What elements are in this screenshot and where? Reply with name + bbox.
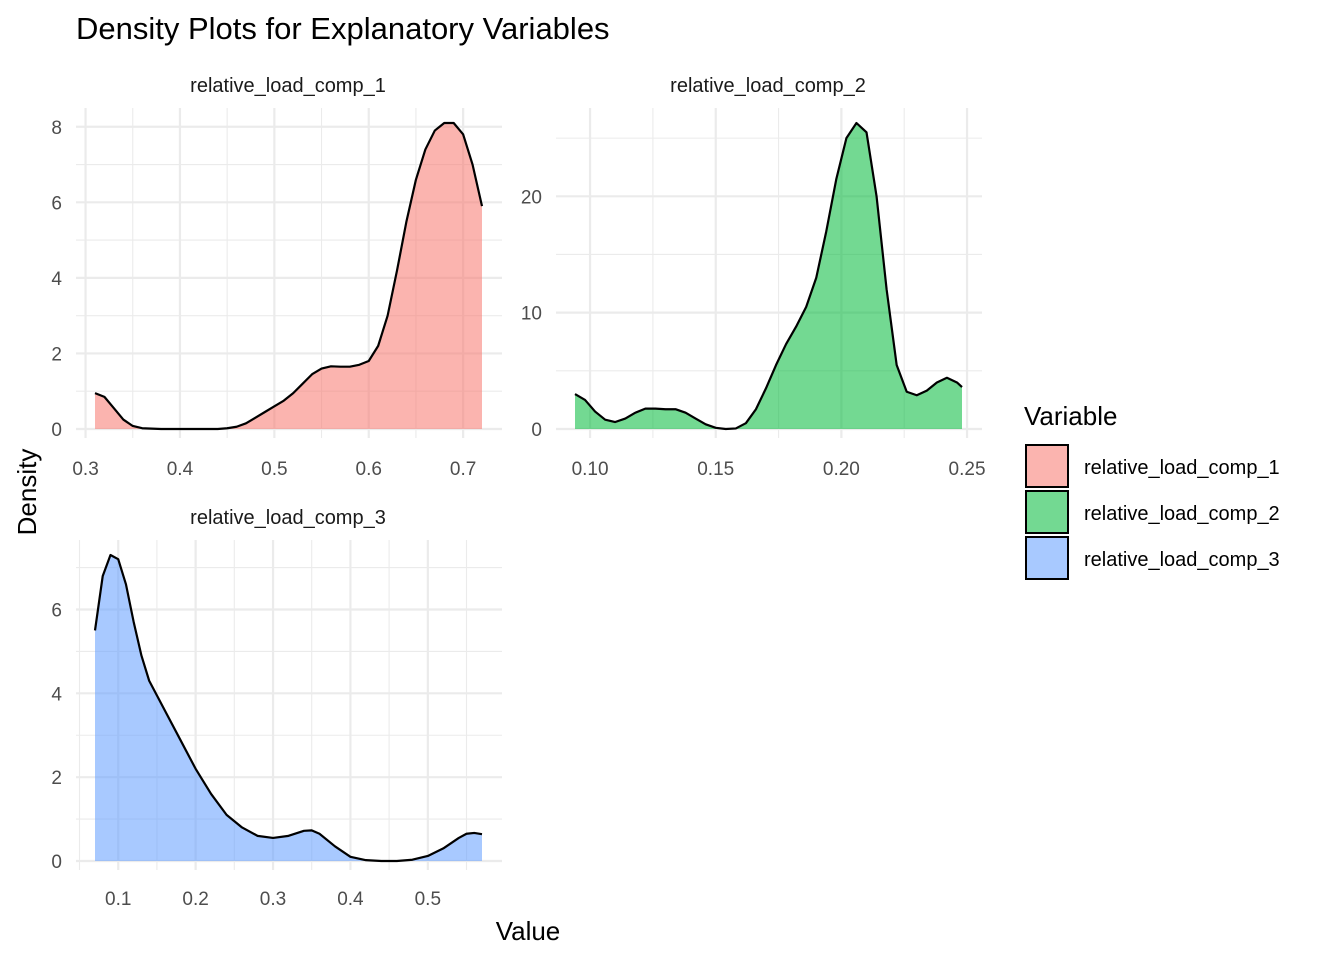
y-tick-label: 0 — [51, 852, 62, 873]
y-tick-label: 4 — [51, 684, 62, 705]
x-tick-label: 0.3 — [72, 459, 98, 480]
x-tick-label: 0.20 — [823, 459, 860, 480]
x-tick-label: 0.7 — [450, 459, 476, 480]
density-area — [95, 555, 482, 861]
x-tick-label: 0.5 — [415, 889, 441, 910]
x-tick-label: 0.3 — [260, 889, 286, 910]
panel-3-strip-label: relative_load_comp_3 — [190, 507, 386, 529]
y-tick-label: 6 — [51, 600, 62, 621]
y-axis-title: Density — [12, 449, 42, 536]
legend-key-relative-load-comp-3 — [1025, 536, 1069, 580]
legend-item: relative_load_comp_1 — [1025, 444, 1280, 488]
legend: Variable relative_load_comp_1 relative_l… — [1024, 401, 1280, 580]
x-tick-label: 0.10 — [572, 459, 609, 480]
density-area — [95, 123, 482, 429]
panel-relative-load-comp-1: relative_load_comp_1 0.3 0.4 0.5 0.6 0.7 0 2 4 6… — [51, 75, 502, 480]
panel-relative-load-comp-3: relative_load_comp_3 0.1 0.2 0.3 0.4 0.5 0 2 4 6 — [51, 507, 502, 910]
legend-key-relative-load-comp-1 — [1025, 444, 1069, 488]
legend-key-relative-load-comp-2 — [1025, 490, 1069, 534]
panel-2-strip-label: relative_load_comp_2 — [670, 75, 866, 97]
legend-item: relative_load_comp_2 — [1025, 490, 1280, 534]
y-tick-label: 2 — [51, 768, 62, 789]
y-tick-label: 6 — [51, 193, 62, 214]
x-tick-label: 0.6 — [356, 459, 382, 480]
y-tick-label: 8 — [51, 118, 62, 139]
chart-title: Density Plots for Explanatory Variables — [76, 11, 610, 46]
x-axis-title: Value — [496, 916, 561, 946]
x-tick-label: 0.1 — [105, 889, 131, 910]
panel-relative-load-comp-2: relative_load_comp_2 0.10 0.15 0.20 0.25 0 10… — [521, 75, 986, 480]
x-tick-label: 0.5 — [261, 459, 287, 480]
x-tick-label: 0.2 — [182, 889, 208, 910]
y-tick-label: 10 — [521, 304, 542, 325]
y-tick-label: 4 — [51, 269, 62, 290]
x-tick-label: 0.4 — [167, 459, 194, 480]
y-tick-label: 20 — [521, 187, 542, 208]
x-tick-label: 0.25 — [949, 459, 986, 480]
panel-1-strip-label: relative_load_comp_1 — [190, 75, 386, 97]
density-curve — [574, 121, 963, 431]
legend-label-relative-load-comp-1: relative_load_comp_1 — [1084, 457, 1280, 479]
density-curve — [94, 121, 484, 431]
y-tick-label: 0 — [51, 420, 62, 441]
density-curve — [93, 553, 483, 863]
legend-label-relative-load-comp-2: relative_load_comp_2 — [1084, 503, 1280, 525]
legend-label-relative-load-comp-3: relative_load_comp_3 — [1084, 549, 1280, 571]
legend-title: Variable — [1024, 401, 1117, 431]
x-tick-label: 0.15 — [697, 459, 734, 480]
density-area — [575, 123, 962, 429]
legend-item: relative_load_comp_3 — [1025, 536, 1280, 580]
x-tick-label: 0.4 — [337, 889, 364, 910]
y-tick-label: 0 — [531, 420, 542, 441]
y-tick-label: 2 — [51, 344, 62, 365]
